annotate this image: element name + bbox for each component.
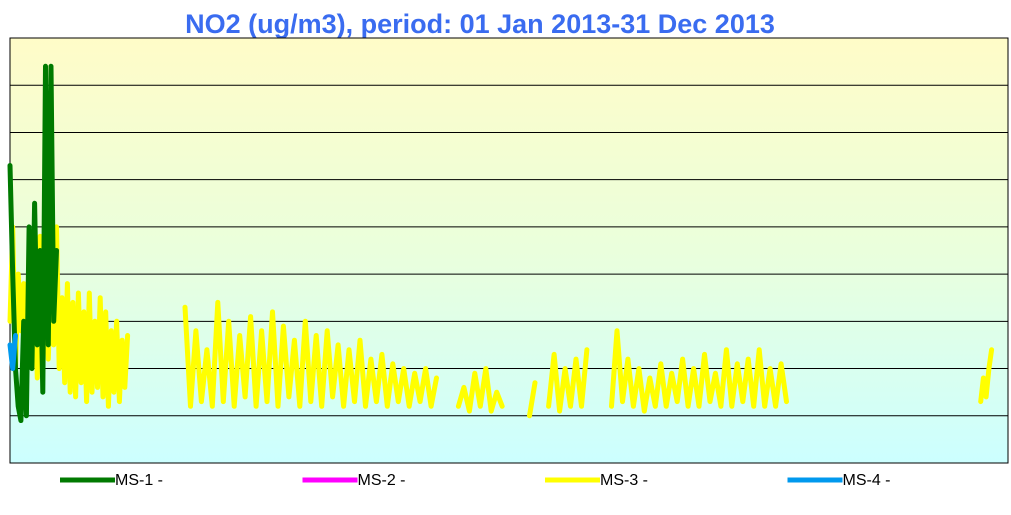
series-line [7,63,59,423]
legend-label: MS-1 - [115,472,163,489]
legend-label: MS-2 - [358,472,406,489]
series-line [7,333,18,372]
series-line [7,224,995,419]
legend-label: MS-4 - [843,472,891,489]
plot-area [9,37,1009,464]
legend-label: MS-3 - [600,472,648,489]
chart-title: NO2 (ug/m3), period: 01 Jan 2013-31 Dec … [185,9,775,39]
